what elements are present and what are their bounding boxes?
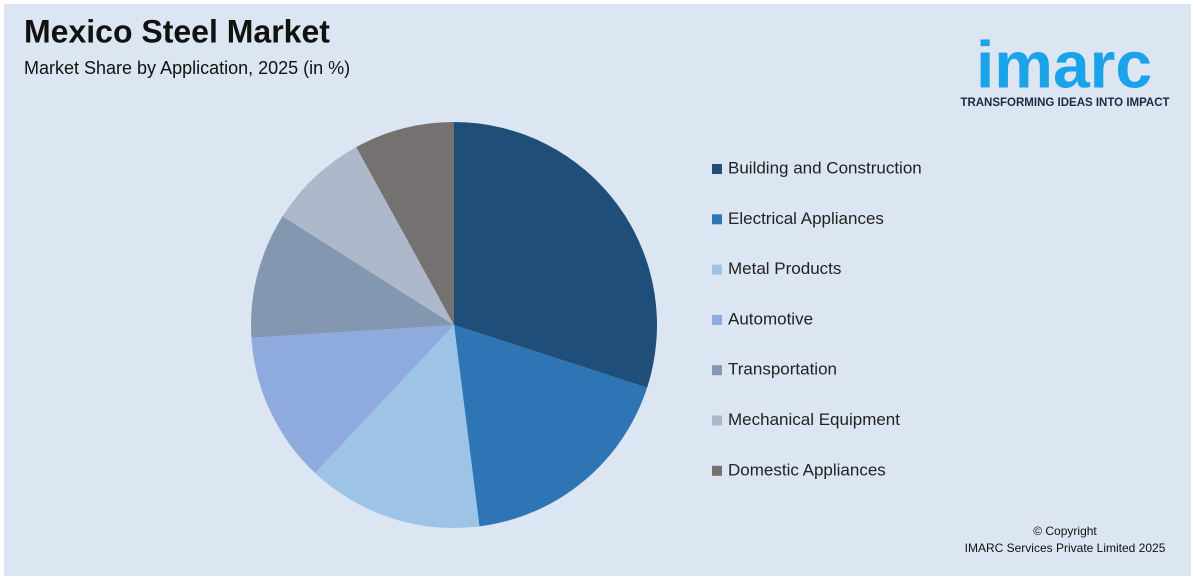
legend-swatch (712, 214, 722, 225)
pie-slice (251, 325, 454, 473)
legend-label: Metal Products (728, 259, 841, 278)
legend-label: Building and Construction (728, 158, 922, 177)
pie-slice (454, 325, 648, 527)
logo: imarc (976, 27, 1152, 101)
chart-subtitle: Market Share by Application, 2025 (in %) (24, 58, 350, 78)
legend-swatch (712, 465, 722, 476)
chart-title: Mexico Steel Market (24, 13, 330, 49)
legend-label: Transportation (728, 360, 837, 379)
legend-label: Domestic Appliances (728, 460, 886, 479)
legend-swatch (712, 365, 722, 376)
pie-slice (454, 122, 657, 388)
pie-slice (251, 216, 454, 338)
copyright: © Copyright (1033, 524, 1097, 538)
legend-swatch (712, 264, 722, 275)
company: IMARC Services Private Limited 2025 (965, 541, 1166, 555)
tagline: TRANSFORMING IDEAS INTO IMPACT (960, 97, 1169, 109)
legend-swatch (712, 415, 722, 426)
pie-slice (356, 122, 454, 325)
legend-label: Electrical Appliances (728, 209, 884, 228)
pie-slice (315, 325, 480, 528)
legend-swatch (712, 314, 722, 325)
legend-label: Mechanical Equipment (728, 410, 900, 429)
legend-label: Automotive (728, 309, 813, 328)
legend-swatch (712, 164, 722, 174)
pie-slice (282, 147, 454, 325)
